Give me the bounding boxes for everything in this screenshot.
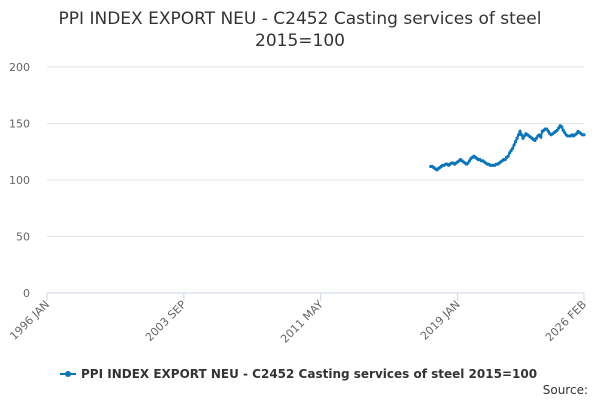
data-point — [574, 132, 579, 136]
data-point — [582, 133, 586, 137]
legend-label: PPI INDEX EXPORT NEU - C2452 Casting ser… — [81, 367, 537, 381]
data-point — [537, 133, 541, 137]
data-point — [555, 128, 559, 132]
x-tick-label: 2019 JAN — [418, 298, 463, 343]
data-point — [508, 151, 512, 155]
y-tick-label: 0 — [23, 287, 30, 300]
data-point — [546, 129, 550, 134]
y-tick-label: 200 — [9, 61, 30, 74]
data-point — [534, 136, 538, 140]
data-point — [561, 128, 565, 132]
data-point — [510, 146, 515, 150]
data-point — [522, 134, 527, 138]
data-point — [539, 135, 543, 139]
legend-symbol — [65, 371, 71, 377]
y-tick-label: 50 — [16, 231, 30, 244]
data-point — [545, 127, 549, 131]
data-point — [512, 143, 516, 147]
y-tick-label: 150 — [9, 118, 30, 131]
data-point — [519, 133, 524, 137]
data-point — [467, 159, 472, 163]
data-point — [515, 136, 519, 140]
y-tick-label: 100 — [9, 174, 30, 187]
data-point — [560, 125, 564, 129]
data-point — [513, 139, 518, 144]
data-point — [518, 129, 522, 134]
data-point — [503, 158, 507, 162]
x-tick-label: 2003 SEP — [143, 298, 189, 344]
data-point — [521, 136, 525, 140]
data-point — [557, 126, 561, 130]
data-point — [563, 130, 567, 135]
x-tick-label: 2011 MAY — [278, 298, 326, 346]
x-tick-label: 1996 JAN — [7, 298, 52, 343]
data-point — [516, 133, 521, 137]
data-point — [506, 154, 510, 158]
x-tick-label: 2026 FEB — [543, 298, 589, 344]
data-point — [533, 138, 537, 143]
data-point — [466, 161, 470, 165]
data-point — [509, 149, 513, 153]
chart-title: PPI INDEX EXPORT NEU - C2452 Casting ser… — [59, 9, 542, 29]
chart-title: 2015=100 — [255, 31, 345, 51]
source: Source: — [543, 383, 588, 397]
